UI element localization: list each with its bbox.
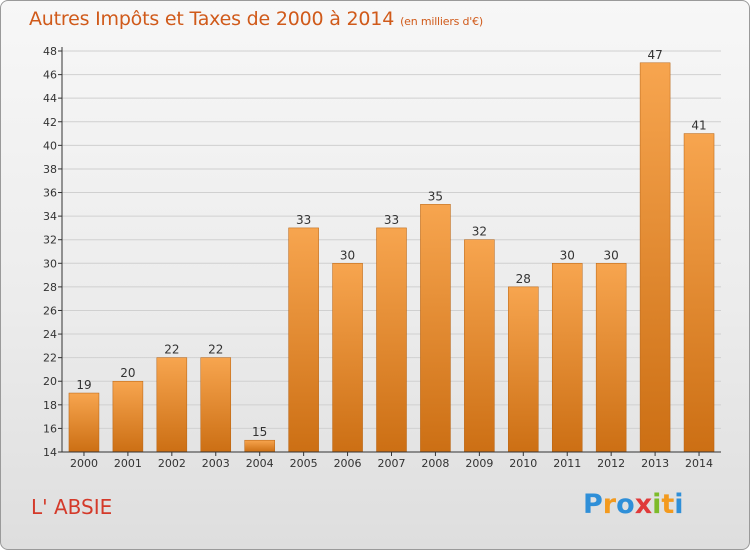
data-label: 19 <box>76 378 91 392</box>
x-tick-label: 2006 <box>334 457 362 470</box>
x-tick-label: 2004 <box>246 457 274 470</box>
x-tick-label: 2010 <box>509 457 537 470</box>
x-tick-label: 2013 <box>641 457 669 470</box>
data-label: 30 <box>560 248 575 262</box>
chart-subtitle: (en milliers d'€) <box>400 15 483 28</box>
bar <box>288 227 319 453</box>
data-label: 30 <box>340 248 355 262</box>
proxiti-logo[interactable]: Proxiti <box>583 489 684 520</box>
bar <box>464 239 495 453</box>
bar <box>112 380 144 453</box>
x-tick-label: 2007 <box>378 457 406 470</box>
y-tick-label: 18 <box>43 399 57 412</box>
bar <box>683 133 715 453</box>
logo-letter: t <box>661 489 675 520</box>
data-label: 28 <box>516 272 531 286</box>
y-tick-label: 14 <box>43 446 57 459</box>
place-name: L' ABSIE <box>31 495 113 519</box>
x-tick-label: 2000 <box>70 457 98 470</box>
logo-letter: o <box>616 489 635 520</box>
bar <box>332 263 363 453</box>
bar <box>508 286 539 453</box>
logo-letter: P <box>583 489 603 520</box>
data-label: 20 <box>120 366 135 380</box>
bar <box>68 392 100 453</box>
chart-title-text: Autres Impôts et Taxes de 2000 à 2014 <box>29 8 395 30</box>
axes <box>61 47 721 453</box>
x-tick-label: 2005 <box>290 457 318 470</box>
x-tick-label: 2003 <box>202 457 230 470</box>
y-tick-label: 24 <box>43 328 57 341</box>
logo-letter: i <box>652 489 662 520</box>
y-tick-label: 36 <box>43 187 57 200</box>
y-tick-label: 46 <box>43 69 57 82</box>
y-tick-label: 34 <box>43 210 57 223</box>
logo-letter: i <box>674 489 684 520</box>
bar <box>551 263 583 453</box>
data-label: 30 <box>604 248 619 262</box>
data-label: 41 <box>691 119 706 133</box>
bar <box>376 227 407 453</box>
bar <box>200 357 232 453</box>
data-label: 22 <box>164 343 179 357</box>
data-label: 22 <box>208 343 223 357</box>
x-tick-label: 2011 <box>553 457 581 470</box>
data-label: 35 <box>428 189 443 203</box>
y-tick-label: 32 <box>43 234 57 247</box>
x-axis-ticks: 2000 2001 2002 2003 2004 2005 2006 2007 2008 2009… <box>70 452 713 470</box>
x-tick-label: 2008 <box>421 457 449 470</box>
bar <box>420 204 451 453</box>
bar <box>595 263 627 453</box>
logo-letter: x <box>634 489 653 520</box>
bars <box>68 62 715 453</box>
y-tick-label: 40 <box>43 139 57 152</box>
chart-title: Autres Impôts et Taxes de 2000 à 2014 (en… <box>29 8 483 30</box>
x-tick-label: 2009 <box>465 457 493 470</box>
data-label: 47 <box>647 48 662 62</box>
data-label: 32 <box>472 225 487 239</box>
y-tick-label: 26 <box>43 304 57 317</box>
data-label: 33 <box>296 213 311 227</box>
bar <box>639 62 671 453</box>
data-label: 15 <box>252 425 267 439</box>
y-tick-label: 48 <box>43 45 57 58</box>
y-tick-label: 16 <box>43 422 57 435</box>
y-tick-label: 22 <box>43 352 57 365</box>
logo-letter: r <box>602 489 617 520</box>
y-tick-label: 28 <box>43 281 57 294</box>
data-label: 33 <box>384 213 399 227</box>
y-tick-label: 30 <box>43 257 57 270</box>
bar <box>156 357 188 453</box>
y-tick-label: 44 <box>43 92 57 105</box>
y-tick-label: 20 <box>43 375 57 388</box>
y-axis-ticks: 14 16 18 20 22 24 26 28 30 32 34 36 38 40 42 44 46 48 <box>43 45 62 459</box>
x-tick-label: 2012 <box>597 457 625 470</box>
y-tick-label: 38 <box>43 163 57 176</box>
bar <box>244 439 275 453</box>
y-tick-label: 42 <box>43 116 57 129</box>
data-labels: 19 20 22 22 15 33 30 33 35 32 28 30 30 47 41 <box>76 48 706 439</box>
x-tick-label: 2014 <box>685 457 713 470</box>
x-tick-label: 2002 <box>158 457 186 470</box>
x-tick-label: 2001 <box>114 457 142 470</box>
